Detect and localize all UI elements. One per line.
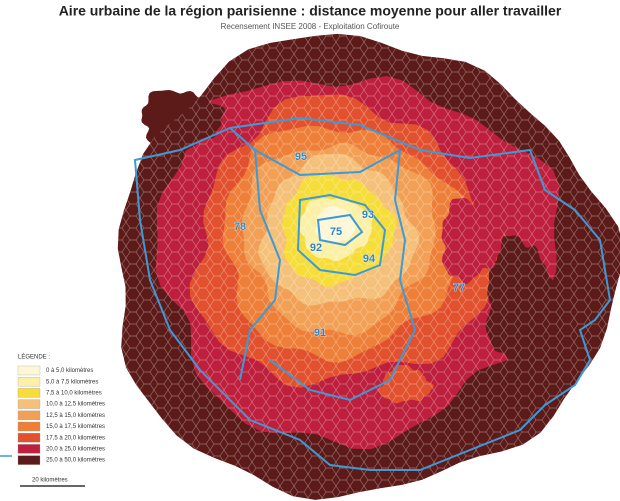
legend-label: 0 à 5,0 kilomètres <box>46 368 93 374</box>
title: Aire urbaine de la région parisienne : d… <box>59 3 562 19</box>
border-95 <box>229 127 401 177</box>
legend-swatch <box>17 377 41 387</box>
department-label: 92 <box>310 242 322 254</box>
department-borders <box>133 116 612 471</box>
legend-label: 15,0 à 17,5 kilomètres <box>46 424 105 430</box>
legend-swatch <box>17 410 41 420</box>
legend-label: 12,5 à 15,0 kilomètres <box>46 413 105 419</box>
department-label: 77 <box>453 282 465 294</box>
subtitle: Recensement INSEE 2008 - Exploitation Co… <box>221 22 400 31</box>
legend-swatch <box>17 421 41 432</box>
legend-label: 7,5 à 10,0 kilomètres <box>46 390 102 396</box>
legend-swatch <box>17 399 41 409</box>
legend-label: 20,0 à 25,0 kilomètres <box>46 446 105 452</box>
legend-label: 10,0 à 12,5 kilomètres <box>46 402 105 408</box>
legend-label: 25,0 à 50,0 kilomètres <box>46 458 105 464</box>
department-label: 91 <box>314 327 326 339</box>
legend-swatch <box>17 455 41 465</box>
border-77 <box>269 149 417 402</box>
department-label: 93 <box>362 209 374 221</box>
legend-swatch <box>17 444 41 454</box>
border-78 <box>239 149 282 381</box>
legend-swatch <box>17 433 41 443</box>
legend-swatch <box>17 365 41 376</box>
legend-swatch <box>17 388 41 398</box>
legend-label: 5,0 à 7,5 kilomètres <box>46 379 98 385</box>
legend: LÉGENDE : 0 à 5,0 kilomètres 5,0 à 7,5 ki… <box>17 354 105 465</box>
outer-border <box>133 116 612 471</box>
legend-title: LÉGENDE : <box>18 354 50 361</box>
department-label: 75 <box>330 226 342 238</box>
department-label: 78 <box>234 221 246 233</box>
border-petite-couronne <box>296 193 387 277</box>
border-75 <box>316 213 364 247</box>
department-label: 94 <box>363 253 376 265</box>
department-label: 95 <box>295 151 307 163</box>
scale-label: 20 kilomètres <box>32 478 68 484</box>
legend-label: 17,5 à 20,0 kilomètres <box>46 435 105 441</box>
